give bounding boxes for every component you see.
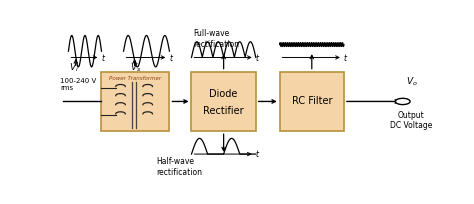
FancyBboxPatch shape xyxy=(101,72,169,131)
Text: Output
DC Voltage: Output DC Voltage xyxy=(390,111,432,130)
Text: Rectifier: Rectifier xyxy=(203,106,244,116)
Text: $V_s$: $V_s$ xyxy=(130,62,141,74)
Text: Power Transformer: Power Transformer xyxy=(109,75,162,81)
Text: $t$: $t$ xyxy=(255,52,260,63)
Text: $V_i$: $V_i$ xyxy=(69,62,79,74)
Text: $V_o$: $V_o$ xyxy=(406,75,418,88)
Text: Half-wave
rectification: Half-wave rectification xyxy=(156,157,202,177)
Text: 100-240 V
rms: 100-240 V rms xyxy=(60,78,96,91)
Text: $t$: $t$ xyxy=(343,52,348,63)
Circle shape xyxy=(395,98,410,105)
Text: Full-wave
rectification: Full-wave rectification xyxy=(193,29,239,49)
Text: $t$: $t$ xyxy=(255,148,260,159)
FancyBboxPatch shape xyxy=(191,72,256,131)
Text: RC Filter: RC Filter xyxy=(292,96,332,106)
Text: $t$: $t$ xyxy=(101,52,106,63)
Text: $t$: $t$ xyxy=(169,52,174,63)
FancyBboxPatch shape xyxy=(280,72,344,131)
Text: Diode: Diode xyxy=(210,89,238,99)
